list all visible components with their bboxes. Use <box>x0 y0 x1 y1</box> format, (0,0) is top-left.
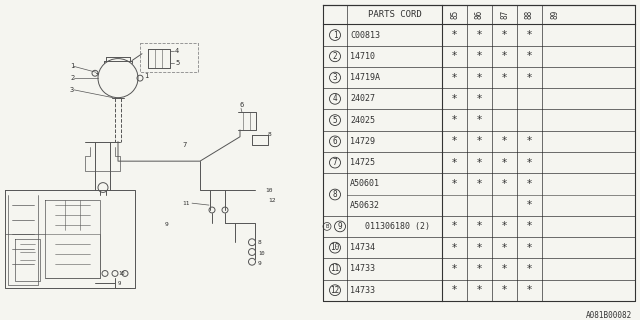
Text: 8: 8 <box>258 240 262 245</box>
Bar <box>140 43 198 72</box>
Text: *: * <box>502 158 507 168</box>
Text: 1: 1 <box>70 63 74 69</box>
Text: *: * <box>527 179 532 189</box>
Text: *: * <box>477 158 482 168</box>
Text: 2: 2 <box>333 52 337 61</box>
Text: 87: 87 <box>500 10 509 19</box>
Text: *: * <box>502 221 507 231</box>
Text: 8: 8 <box>268 132 272 137</box>
Text: *: * <box>452 179 457 189</box>
Text: C00813: C00813 <box>350 30 380 40</box>
Text: *: * <box>502 73 507 83</box>
Text: B: B <box>325 224 328 229</box>
Text: 14729: 14729 <box>350 137 375 146</box>
Text: *: * <box>527 30 532 40</box>
Text: 88: 88 <box>525 10 534 19</box>
Text: *: * <box>477 51 482 61</box>
Text: 8: 8 <box>333 190 337 199</box>
Text: 86: 86 <box>475 10 484 19</box>
Text: 4: 4 <box>175 48 179 54</box>
Text: A081B00082: A081B00082 <box>586 311 632 320</box>
Text: 14719A: 14719A <box>350 73 380 82</box>
Text: 14733: 14733 <box>350 286 375 295</box>
Text: 7: 7 <box>182 141 186 148</box>
Text: 4: 4 <box>333 94 337 103</box>
Text: *: * <box>502 264 507 274</box>
Text: *: * <box>477 179 482 189</box>
Text: *: * <box>477 264 482 274</box>
Text: *: * <box>452 115 457 125</box>
Text: *: * <box>452 264 457 274</box>
Text: 2: 2 <box>70 75 74 81</box>
Text: *: * <box>527 285 532 295</box>
Text: 10: 10 <box>330 243 340 252</box>
Text: *: * <box>477 221 482 231</box>
Text: *: * <box>527 200 532 210</box>
Text: 1: 1 <box>144 73 148 79</box>
Text: *: * <box>477 136 482 146</box>
Text: *: * <box>527 51 532 61</box>
Text: 3: 3 <box>70 87 74 93</box>
Text: *: * <box>452 285 457 295</box>
Text: 11: 11 <box>182 201 189 206</box>
Text: 9: 9 <box>165 222 169 227</box>
Text: *: * <box>527 73 532 83</box>
Text: *: * <box>502 243 507 253</box>
Text: 10: 10 <box>118 271 125 276</box>
Text: *: * <box>477 73 482 83</box>
Text: *: * <box>452 30 457 40</box>
Text: A50632: A50632 <box>350 201 380 210</box>
Text: 6: 6 <box>333 137 337 146</box>
Text: 9: 9 <box>258 261 262 266</box>
Text: 5: 5 <box>175 60 179 67</box>
Text: 10: 10 <box>265 188 273 193</box>
Text: PARTS CORD: PARTS CORD <box>367 10 421 19</box>
Text: *: * <box>452 73 457 83</box>
Text: 1: 1 <box>333 30 337 40</box>
Text: 12: 12 <box>268 198 275 203</box>
Text: *: * <box>477 30 482 40</box>
Text: 14734: 14734 <box>350 243 375 252</box>
Text: *: * <box>527 264 532 274</box>
Text: 14725: 14725 <box>350 158 375 167</box>
Text: 9: 9 <box>338 222 342 231</box>
Text: *: * <box>527 221 532 231</box>
Text: *: * <box>477 285 482 295</box>
Text: 89: 89 <box>550 10 559 19</box>
Text: 011306180 (2): 011306180 (2) <box>365 222 430 231</box>
Text: 6: 6 <box>240 102 244 108</box>
Text: 3: 3 <box>333 73 337 82</box>
Text: A50601: A50601 <box>350 180 380 188</box>
Text: *: * <box>502 285 507 295</box>
Text: *: * <box>477 115 482 125</box>
Text: *: * <box>452 51 457 61</box>
Text: *: * <box>527 243 532 253</box>
Text: *: * <box>452 243 457 253</box>
Text: 7: 7 <box>333 158 337 167</box>
Text: *: * <box>502 30 507 40</box>
Text: *: * <box>527 158 532 168</box>
Text: *: * <box>527 136 532 146</box>
Text: 24027: 24027 <box>350 94 375 103</box>
Text: *: * <box>502 179 507 189</box>
Text: 9: 9 <box>118 281 121 286</box>
Text: 85: 85 <box>450 10 459 19</box>
Text: 11: 11 <box>330 264 340 273</box>
Text: 12: 12 <box>330 286 340 295</box>
Text: 14710: 14710 <box>350 52 375 61</box>
Text: *: * <box>452 158 457 168</box>
Text: *: * <box>452 94 457 104</box>
Text: 24025: 24025 <box>350 116 375 124</box>
Text: *: * <box>502 136 507 146</box>
Text: *: * <box>502 51 507 61</box>
Text: *: * <box>477 243 482 253</box>
Text: *: * <box>452 136 457 146</box>
Text: 14733: 14733 <box>350 264 375 273</box>
Text: 5: 5 <box>333 116 337 124</box>
Text: *: * <box>452 221 457 231</box>
Text: *: * <box>477 94 482 104</box>
Text: 10: 10 <box>258 252 264 256</box>
